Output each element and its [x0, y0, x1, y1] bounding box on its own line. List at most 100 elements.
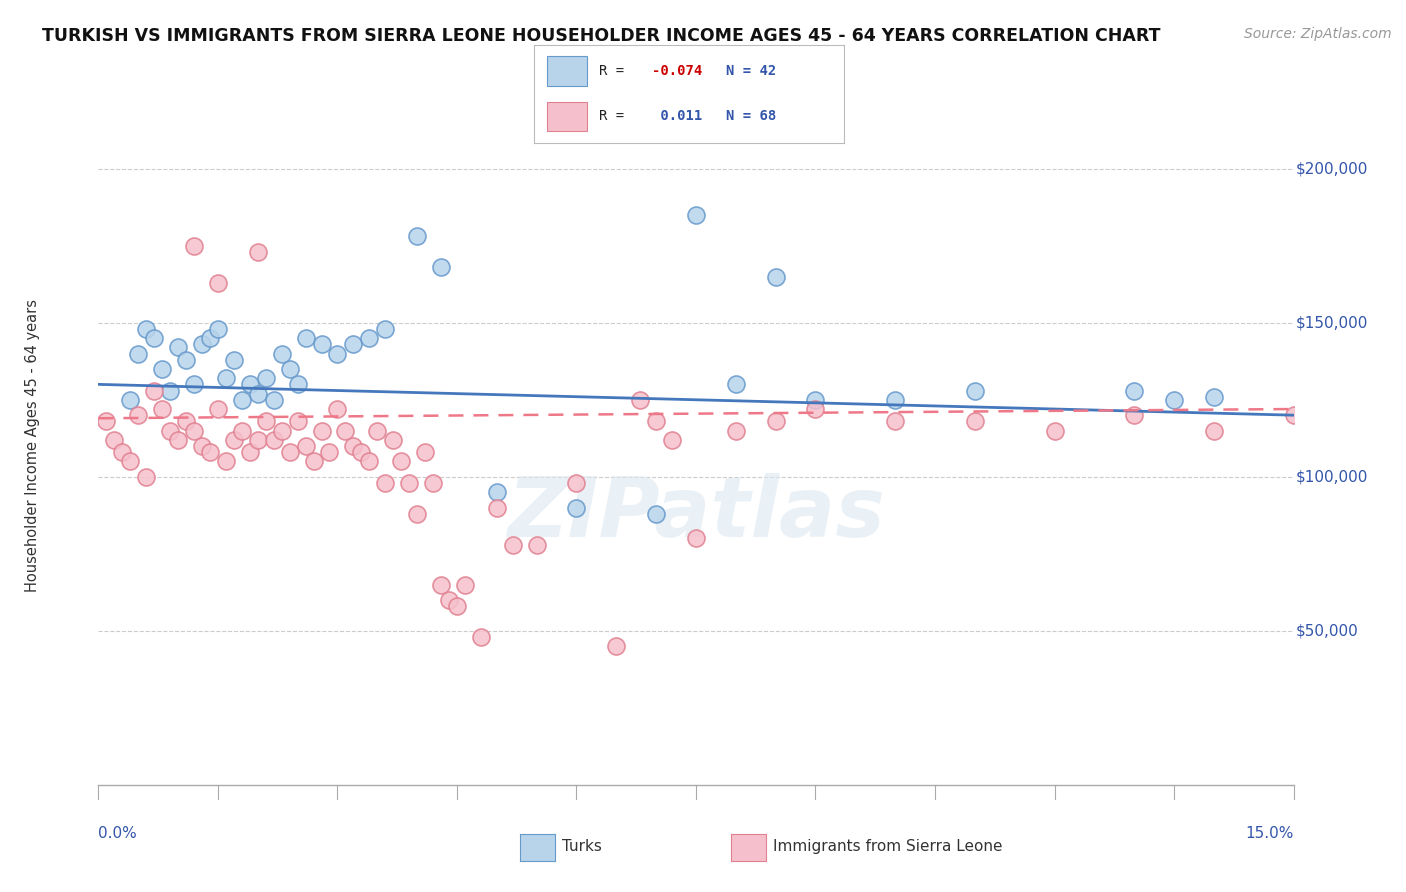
- Point: [389, 454, 412, 468]
- Point: [167, 340, 190, 354]
- Point: [470, 630, 492, 644]
- Point: [143, 384, 166, 398]
- Point: [191, 439, 214, 453]
- Point: [294, 439, 316, 453]
- Point: [231, 392, 253, 407]
- Point: [111, 445, 134, 459]
- Point: [183, 377, 205, 392]
- Point: [135, 470, 157, 484]
- Point: [963, 414, 986, 428]
- Point: [804, 392, 827, 407]
- Point: [198, 445, 221, 459]
- Point: [422, 475, 444, 490]
- Point: [278, 362, 301, 376]
- Text: $100,000: $100,000: [1296, 469, 1368, 484]
- Point: [254, 414, 277, 428]
- Point: [207, 402, 229, 417]
- Point: [437, 593, 460, 607]
- Point: [963, 384, 986, 398]
- Text: ZIPatlas: ZIPatlas: [508, 474, 884, 554]
- Point: [207, 276, 229, 290]
- Point: [150, 362, 173, 376]
- Point: [1282, 408, 1305, 422]
- Point: [342, 439, 364, 453]
- Point: [96, 414, 118, 428]
- Point: [198, 331, 221, 345]
- Point: [765, 269, 787, 284]
- Point: [120, 392, 142, 407]
- Point: [302, 454, 325, 468]
- Point: [263, 392, 285, 407]
- Point: [765, 414, 787, 428]
- Text: $50,000: $50,000: [1296, 624, 1358, 639]
- Point: [103, 433, 125, 447]
- Text: 0.011: 0.011: [652, 109, 702, 123]
- Point: [135, 322, 157, 336]
- Point: [167, 433, 190, 447]
- Point: [326, 402, 349, 417]
- Point: [1202, 424, 1225, 438]
- Text: Householder Income Ages 45 - 64 years: Householder Income Ages 45 - 64 years: [25, 300, 41, 592]
- Point: [246, 433, 269, 447]
- Point: [278, 445, 301, 459]
- Point: [366, 424, 388, 438]
- Text: Source: ZipAtlas.com: Source: ZipAtlas.com: [1244, 27, 1392, 41]
- Point: [661, 433, 683, 447]
- Text: N = 42: N = 42: [725, 64, 776, 78]
- Point: [246, 386, 269, 401]
- Point: [183, 238, 205, 252]
- Point: [287, 377, 309, 392]
- Point: [724, 377, 747, 392]
- Point: [183, 424, 205, 438]
- Point: [374, 322, 396, 336]
- Point: [294, 331, 316, 345]
- Point: [174, 352, 197, 367]
- Point: [335, 424, 357, 438]
- Point: [884, 414, 907, 428]
- Point: [804, 402, 827, 417]
- FancyBboxPatch shape: [547, 56, 586, 86]
- Point: [485, 500, 508, 515]
- Point: [526, 538, 548, 552]
- Point: [446, 599, 468, 614]
- Text: 15.0%: 15.0%: [1246, 826, 1294, 840]
- Point: [231, 424, 253, 438]
- FancyBboxPatch shape: [547, 102, 586, 131]
- Point: [263, 433, 285, 447]
- Point: [884, 392, 907, 407]
- Text: 0.0%: 0.0%: [98, 826, 138, 840]
- Text: TURKISH VS IMMIGRANTS FROM SIERRA LEONE HOUSEHOLDER INCOME AGES 45 - 64 YEARS CO: TURKISH VS IMMIGRANTS FROM SIERRA LEONE …: [42, 27, 1161, 45]
- Point: [685, 208, 707, 222]
- Point: [406, 507, 429, 521]
- Text: N = 68: N = 68: [725, 109, 776, 123]
- Point: [645, 414, 668, 428]
- Point: [246, 244, 269, 259]
- Point: [350, 445, 373, 459]
- Point: [382, 433, 405, 447]
- Point: [127, 408, 149, 422]
- Point: [342, 337, 364, 351]
- Point: [287, 414, 309, 428]
- Point: [318, 445, 340, 459]
- Point: [565, 475, 588, 490]
- Point: [1163, 392, 1185, 407]
- Point: [215, 454, 238, 468]
- Point: [222, 352, 245, 367]
- Point: [605, 640, 627, 654]
- Point: [398, 475, 420, 490]
- Text: -0.074: -0.074: [652, 64, 702, 78]
- Point: [191, 337, 214, 351]
- Point: [150, 402, 173, 417]
- Point: [222, 433, 245, 447]
- Point: [628, 392, 651, 407]
- Text: Turks: Turks: [562, 839, 602, 854]
- Point: [239, 377, 262, 392]
- Point: [1202, 390, 1225, 404]
- Point: [143, 331, 166, 345]
- Point: [374, 475, 396, 490]
- Point: [565, 500, 588, 515]
- Point: [215, 371, 238, 385]
- Point: [430, 577, 453, 591]
- Text: R =: R =: [599, 109, 633, 123]
- Text: $200,000: $200,000: [1296, 161, 1368, 176]
